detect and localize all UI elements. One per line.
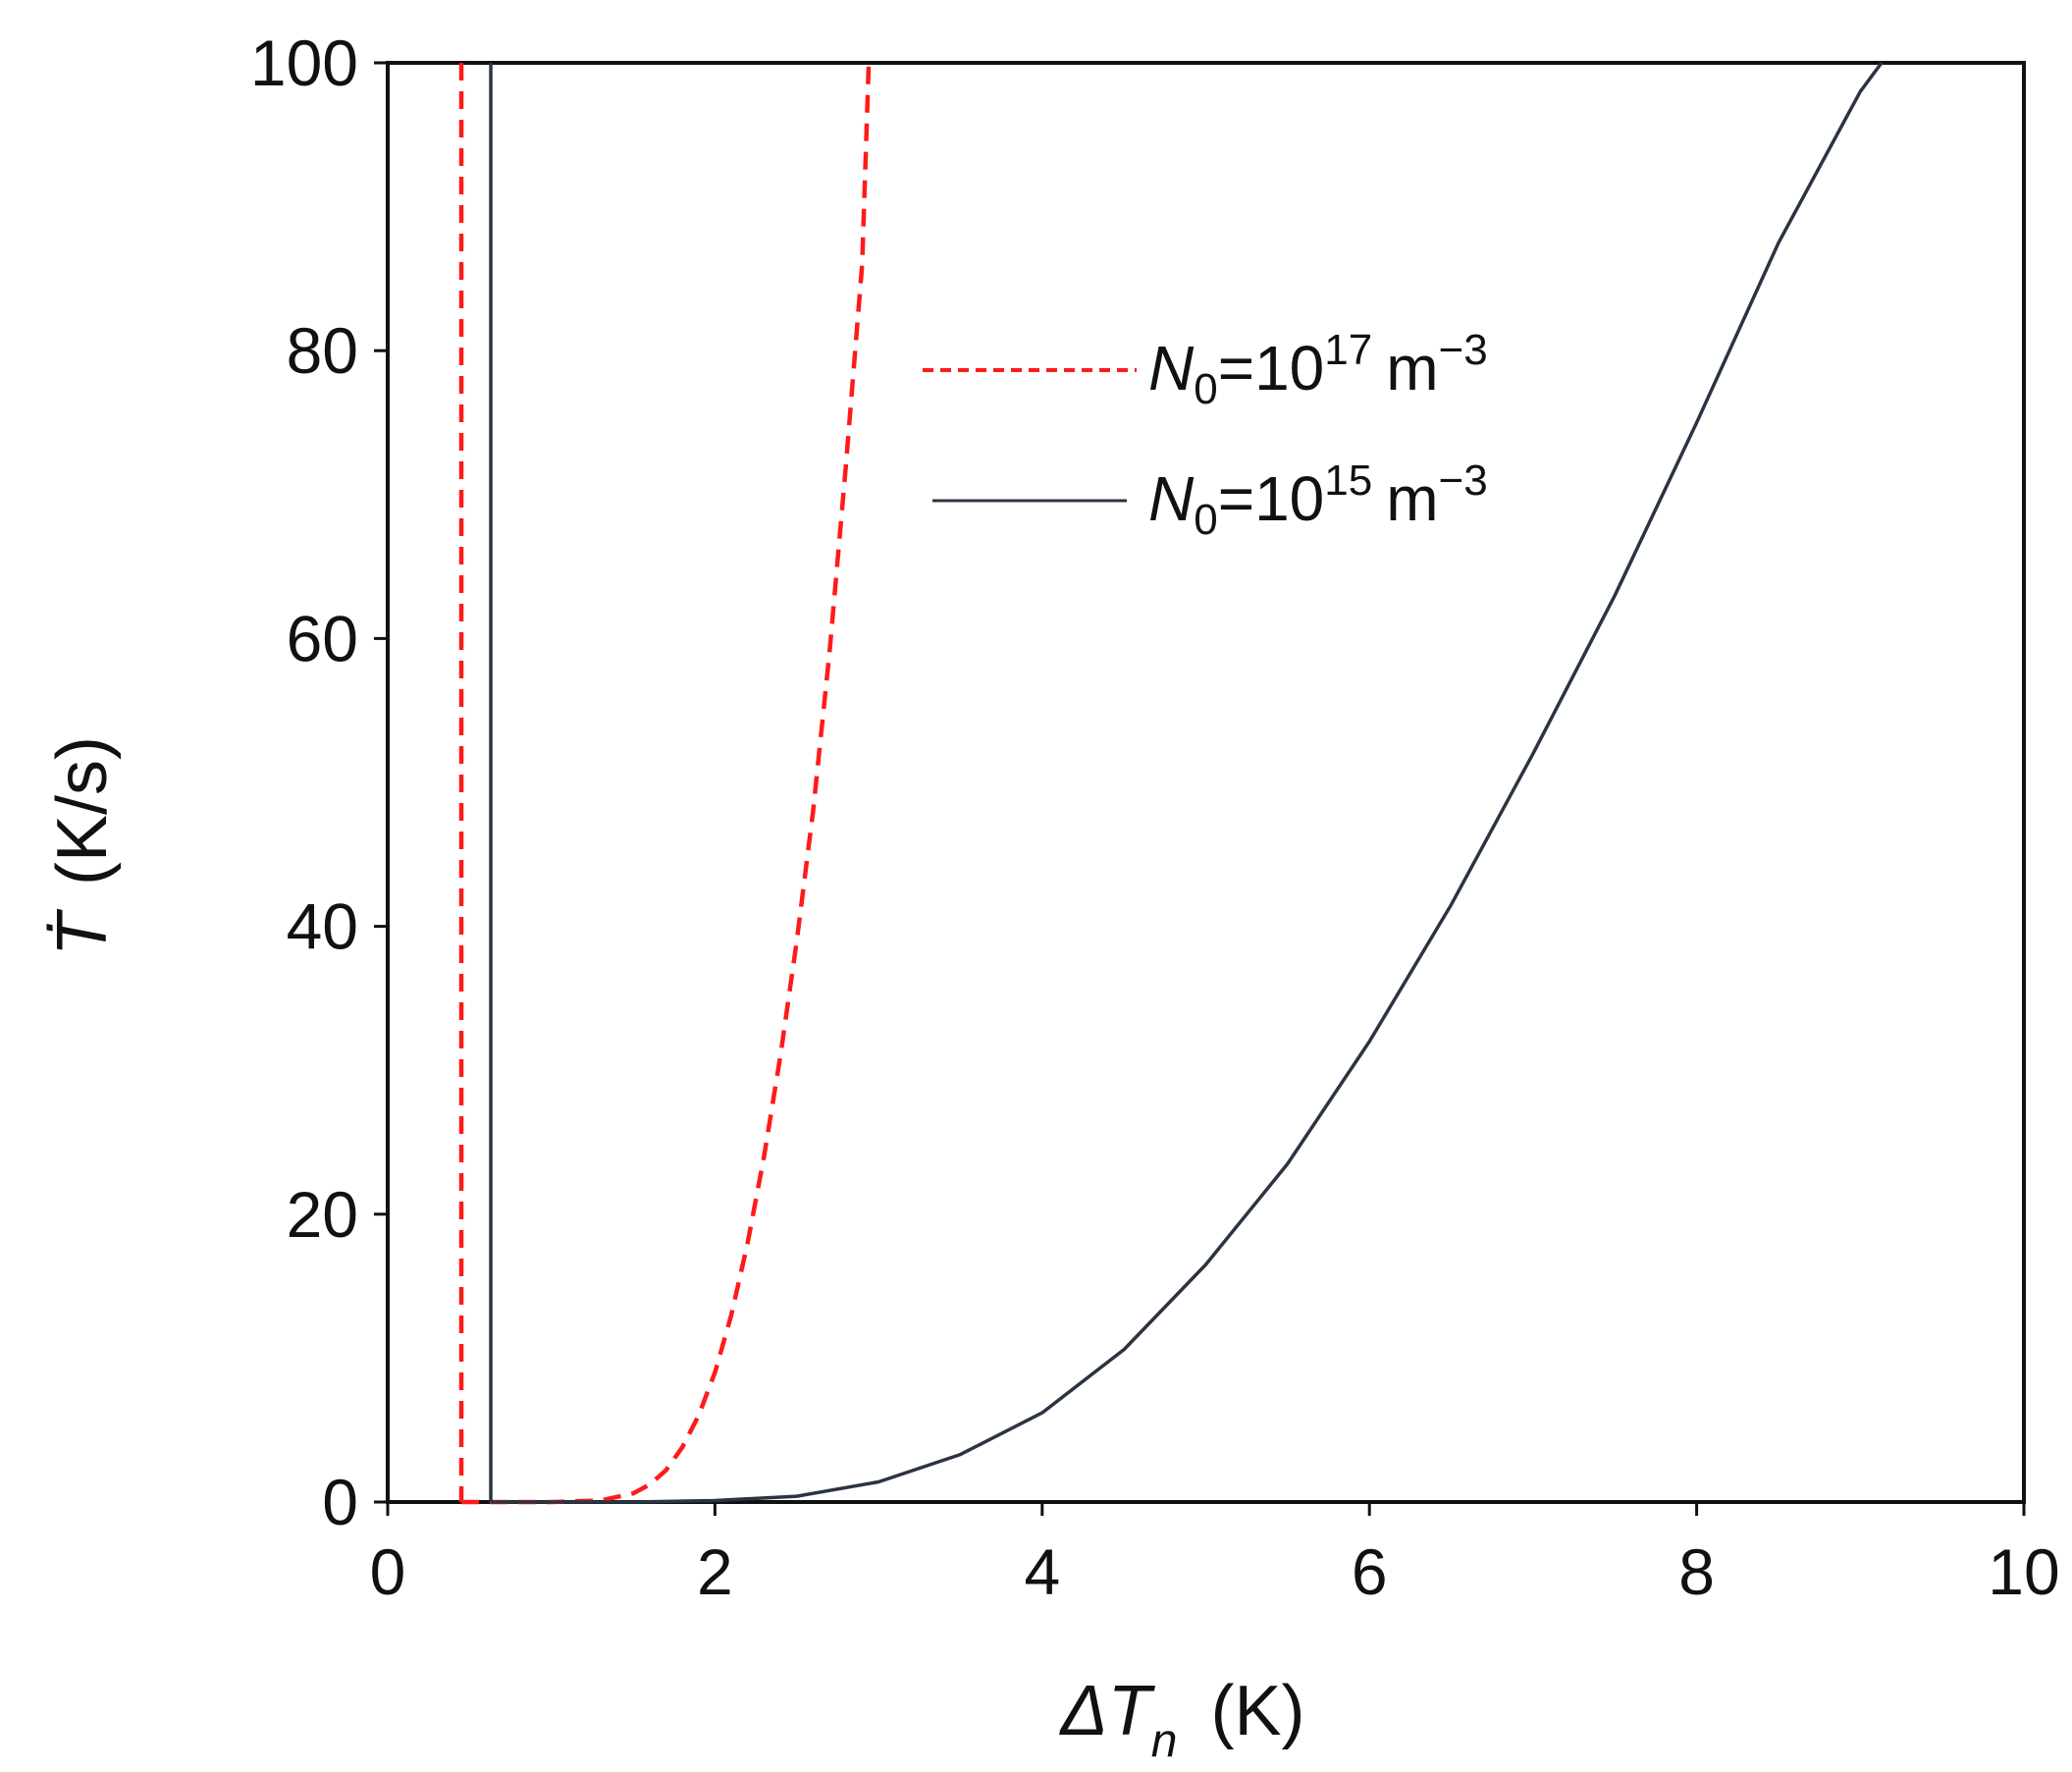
- legend-item-n0-1e15: N0=1015 m−3: [932, 456, 1488, 544]
- x-tick-label: 2: [697, 1535, 733, 1608]
- x-axis-title: ΔTn (K): [1059, 1672, 1305, 1767]
- x-axis-unit: (K): [1211, 1672, 1305, 1750]
- x-tick-label: 6: [1352, 1535, 1388, 1608]
- y-axis-title: Ṫ (K/s): [43, 736, 122, 956]
- series-0-curve: [461, 62, 872, 1505]
- x-tick-label: 10: [1988, 1535, 2059, 1608]
- y-tick-label: 100: [250, 27, 358, 99]
- y-tick-label: 80: [287, 314, 358, 387]
- x-axis-prefix: ΔT: [1059, 1672, 1156, 1750]
- plot-frame: [386, 61, 2026, 1504]
- x-axis-subscript: n: [1151, 1715, 1178, 1767]
- legend-item-n0-1e17: N0=1017 m−3: [923, 326, 1488, 413]
- legend: N0=1017 m−3 N0=1015 m−3: [923, 326, 1488, 544]
- series-1-curve: [491, 61, 1884, 1504]
- x-tick-label: 4: [1024, 1535, 1060, 1608]
- x-tick-label: 0: [370, 1535, 406, 1608]
- legend-label-n0-1e17: N0=1017 m−3: [1148, 326, 1488, 413]
- y-tick-label: 40: [287, 890, 358, 963]
- y-axis-symbol: Ṫ: [43, 908, 122, 956]
- legend-label-n0-1e15: N0=1015 m−3: [1148, 456, 1488, 544]
- axes: [386, 61, 2026, 1504]
- series-layer: [458, 61, 1884, 1505]
- x-tick-label: 8: [1678, 1535, 1715, 1608]
- y-axis-unit: (K/s): [43, 736, 122, 886]
- y-tick-label: 20: [287, 1178, 358, 1251]
- y-tick-label: 0: [322, 1466, 358, 1538]
- y-tick-label: 60: [287, 602, 358, 674]
